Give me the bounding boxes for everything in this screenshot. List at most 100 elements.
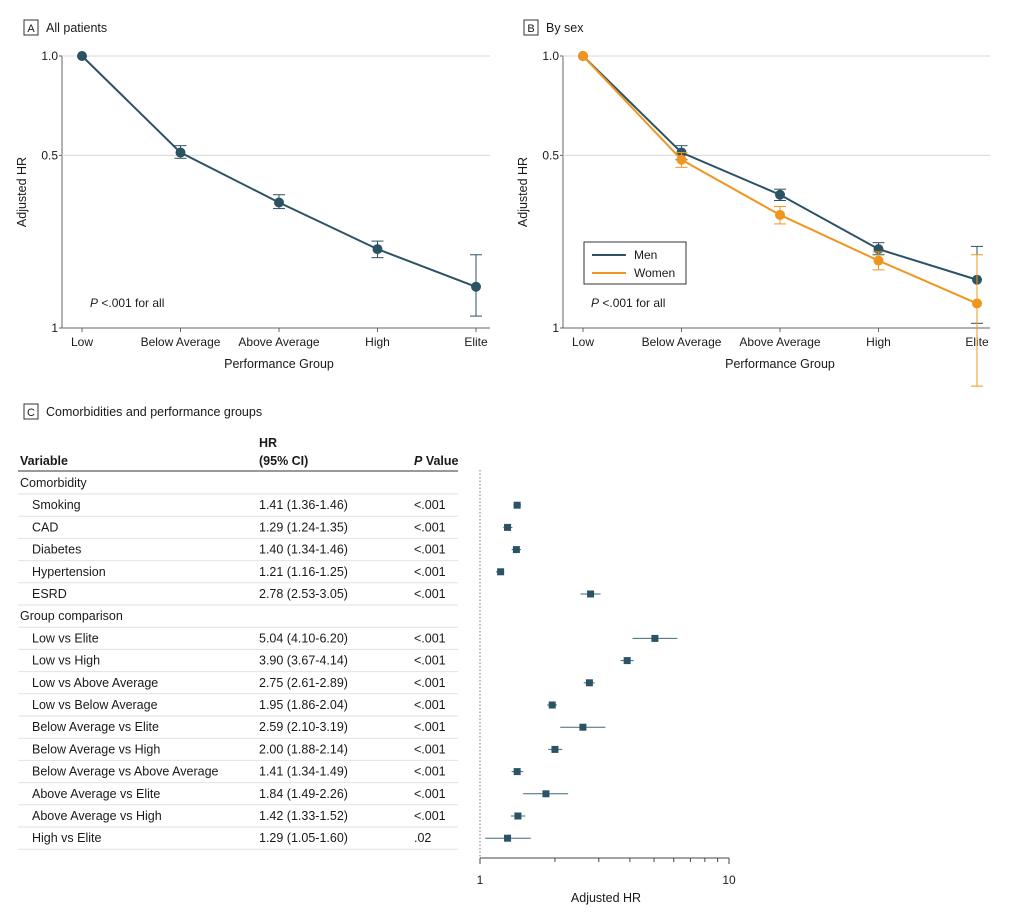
panel-c-row-label: Low vs Below Average — [32, 698, 158, 712]
panel-c-row-hr: 1.29 (1.05-1.60) — [259, 831, 348, 845]
panel-c-row-label: Below Average vs High — [32, 742, 160, 756]
panel-a-x-tick-label: Low — [71, 335, 93, 349]
panel-c-row-hr: 1.95 (1.86-2.04) — [259, 698, 348, 712]
panel-b-title: By sex — [546, 21, 584, 35]
panel-c-row-label: Low vs High — [32, 654, 100, 668]
panel-c-hr-marker — [504, 523, 512, 531]
panel-c-row-hr: 1.41 (1.36-1.46) — [259, 498, 348, 512]
panel-b-x-axis-title: Performance Group — [725, 357, 835, 371]
panel-c-hr-marker — [623, 657, 631, 665]
panel-c-header-hr: HR — [259, 436, 277, 450]
panel-c-hr-marker — [497, 568, 505, 576]
panel-c-x-axis-title: Adjusted HR — [571, 891, 641, 905]
panel-c-hr-marker — [513, 501, 521, 509]
panel-c-row-hr: 1.42 (1.33-1.52) — [259, 809, 348, 823]
panel-b-legend: Men Women — [583, 241, 687, 285]
panel-b-y-tick-label: 1 — [552, 321, 559, 335]
panel-a-x-tick-label: Above Average — [238, 335, 320, 349]
panel-a-series-all-point — [175, 147, 186, 158]
panel-c-row-hr: 1.29 (1.24-1.35) — [259, 520, 348, 534]
panel-c-row-p: <.001 — [414, 698, 446, 712]
panel-c-hr-marker — [587, 590, 595, 598]
panel-b-x-tick-label: Above Average — [739, 335, 821, 349]
panel-a-x-axis-title: Performance Group — [224, 357, 334, 371]
panel-c-row-label: Low vs Elite — [32, 631, 99, 645]
panel-c-row-p: <.001 — [414, 543, 446, 557]
panel-a-series-all-point — [372, 244, 383, 255]
panel-c-title: Comorbidities and performance groups — [46, 405, 262, 419]
panel-b-letter: B — [527, 23, 534, 35]
panel-c-header-p: P Value — [414, 454, 459, 468]
panel-b-series-women-point — [972, 298, 982, 309]
panel-c-row-label: Above Average vs High — [32, 809, 162, 823]
panel-c-x-tick-label: 10 — [722, 873, 736, 887]
panel-c-row-p: <.001 — [414, 765, 446, 779]
panel-c-row-label: Diabetes — [32, 543, 81, 557]
panel-c-row-label: Smoking — [32, 498, 81, 512]
panel-c-row-hr: 2.59 (2.10-3.19) — [259, 720, 348, 734]
panel-b-legend-label: Men — [634, 248, 657, 262]
panel-b-y-tick-label: 0.5 — [542, 148, 559, 162]
panel-c-hr-marker — [514, 812, 522, 820]
panel-b-x-tick-label: Low — [572, 335, 594, 349]
panel-c-row-hr: 1.41 (1.34-1.49) — [259, 765, 348, 779]
panel-c-x-tick-label: 1 — [477, 873, 484, 887]
panel-c-row-hr: 1.40 (1.34-1.46) — [259, 543, 348, 557]
panel-b-legend-box — [583, 241, 687, 285]
panel-c-letter-box — [23, 403, 39, 420]
panel-c-hr-marker — [513, 768, 521, 776]
panel-c-hr-marker — [651, 634, 659, 642]
panel-a-series-all-point — [471, 281, 481, 292]
panel-a-series-all-line — [81, 55, 477, 288]
panel-c-row-label: High vs Elite — [32, 831, 102, 845]
panel-a-p-annotation: P <.001 for all — [90, 296, 164, 310]
panel-b-x-tick-label: High — [866, 335, 891, 349]
panel-c-row-label: Above Average vs Elite — [32, 787, 160, 801]
panel-c-row-hr: 5.04 (4.10-6.20) — [259, 631, 348, 645]
panel-c-row-p: <.001 — [414, 720, 446, 734]
panel-c-row-label: Below Average vs Elite — [32, 720, 159, 734]
panel-a-letter: A — [27, 23, 35, 35]
panel-c-hr-marker — [542, 790, 550, 798]
panel-c-row-hr: 1.84 (1.49-2.26) — [259, 787, 348, 801]
panel-c-row-label: Hypertension — [32, 565, 106, 579]
panel-c-row-label: CAD — [32, 520, 58, 534]
panel-b-y-axis-title: Adjusted HR — [516, 157, 530, 227]
panel-a-y-tick-label: 1 — [51, 321, 58, 335]
panel-c-row-p: <.001 — [414, 587, 446, 601]
panel-b-series-men-point — [775, 189, 785, 200]
panel-b-series-women-point — [676, 154, 687, 165]
panel-c-row-p: <.001 — [414, 565, 446, 579]
panel-c-row-label: ESRD — [32, 587, 67, 601]
panel-a-letter-box — [23, 19, 39, 36]
panel-b-x-tick-label: Below Average — [642, 335, 722, 349]
panel-c-row-p: <.001 — [414, 676, 446, 690]
panel-a-y-tick-label: 0.5 — [41, 148, 58, 162]
panel-b-series-women-point — [578, 51, 588, 61]
panel-c-hr-marker — [512, 546, 520, 554]
panel-c-letter: C — [27, 407, 35, 419]
panel-c-row-p: .02 — [414, 831, 431, 845]
panel-c-row-hr: 3.90 (3.67-4.14) — [259, 654, 348, 668]
panel-c-row-label: Below Average vs Above Average — [32, 765, 219, 779]
panel-c-row-p: <.001 — [414, 787, 446, 801]
panel-b-p-annotation: P <.001 for all — [591, 296, 665, 310]
panel-c-hr-marker — [551, 745, 559, 753]
panel-a-x-tick-label: High — [365, 335, 390, 349]
panel-a-series-all-point — [77, 51, 87, 61]
panel-a-x-tick-label: Below Average — [141, 335, 221, 349]
panel-c-row-p: <.001 — [414, 520, 446, 534]
panel-c-row-p: <.001 — [414, 631, 446, 645]
panel-b-series-women-point — [775, 209, 785, 220]
panel-c-hr-marker — [585, 679, 593, 687]
panel-c-hr-marker — [504, 834, 512, 842]
panel-c-row-hr: 2.00 (1.88-2.14) — [259, 742, 348, 756]
panel-a-title: All patients — [46, 21, 107, 35]
panel-a-x-tick-label: Elite — [464, 335, 488, 349]
panel-c-section-title: Comorbidity — [20, 476, 87, 490]
panel-c-row-label: Low vs Above Average — [32, 676, 158, 690]
panel-b-series-women-point — [873, 255, 884, 266]
panel-c-hr-marker — [548, 701, 556, 709]
panel-c-row-p: <.001 — [414, 809, 446, 823]
